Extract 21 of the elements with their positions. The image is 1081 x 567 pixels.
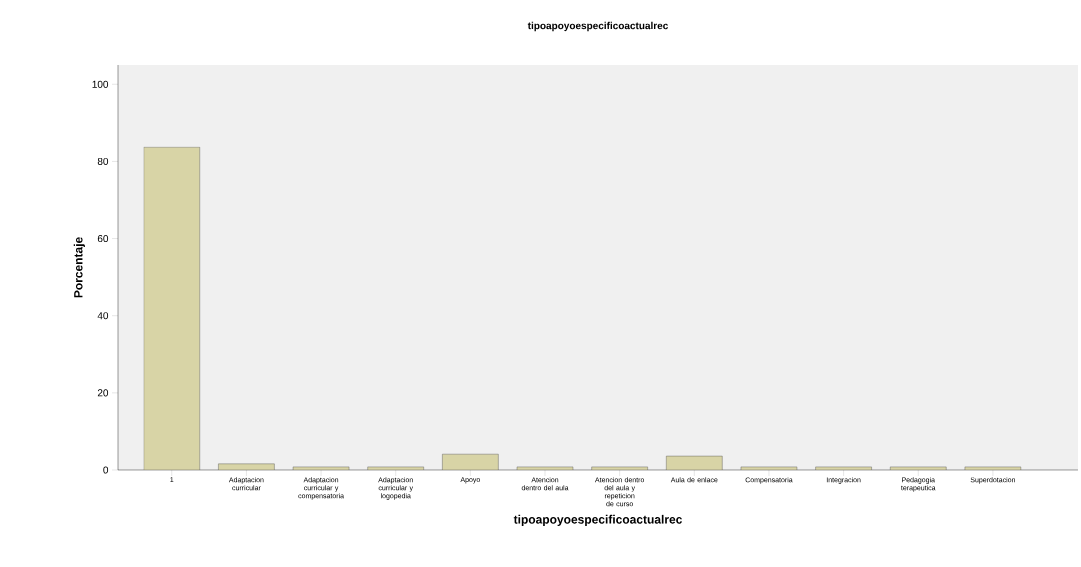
bar [964, 466, 1022, 470]
y-tick-label: 40 [97, 312, 109, 320]
x-axis-title: tipoapoyoespecificoactualrec [513, 514, 683, 527]
bar [218, 463, 275, 470]
bar [890, 466, 947, 470]
bar [815, 466, 872, 470]
y-tick-label: 60 [97, 235, 109, 243]
bar [442, 453, 499, 470]
bar [367, 466, 424, 470]
chart-title: tipoapoyoespecificoactualrec [527, 21, 669, 32]
bar [740, 466, 798, 470]
bar [292, 466, 350, 470]
y-tick-label: 80 [97, 157, 109, 165]
y-tick-label: 20 [97, 389, 109, 397]
y-axis-title: Porcentaje [73, 237, 85, 298]
y-tick-label: 100 [92, 80, 109, 88]
bar [516, 466, 574, 470]
bar [666, 455, 723, 470]
bar [591, 466, 648, 470]
y-tick-label: 0 [103, 466, 109, 474]
bar [143, 146, 200, 470]
